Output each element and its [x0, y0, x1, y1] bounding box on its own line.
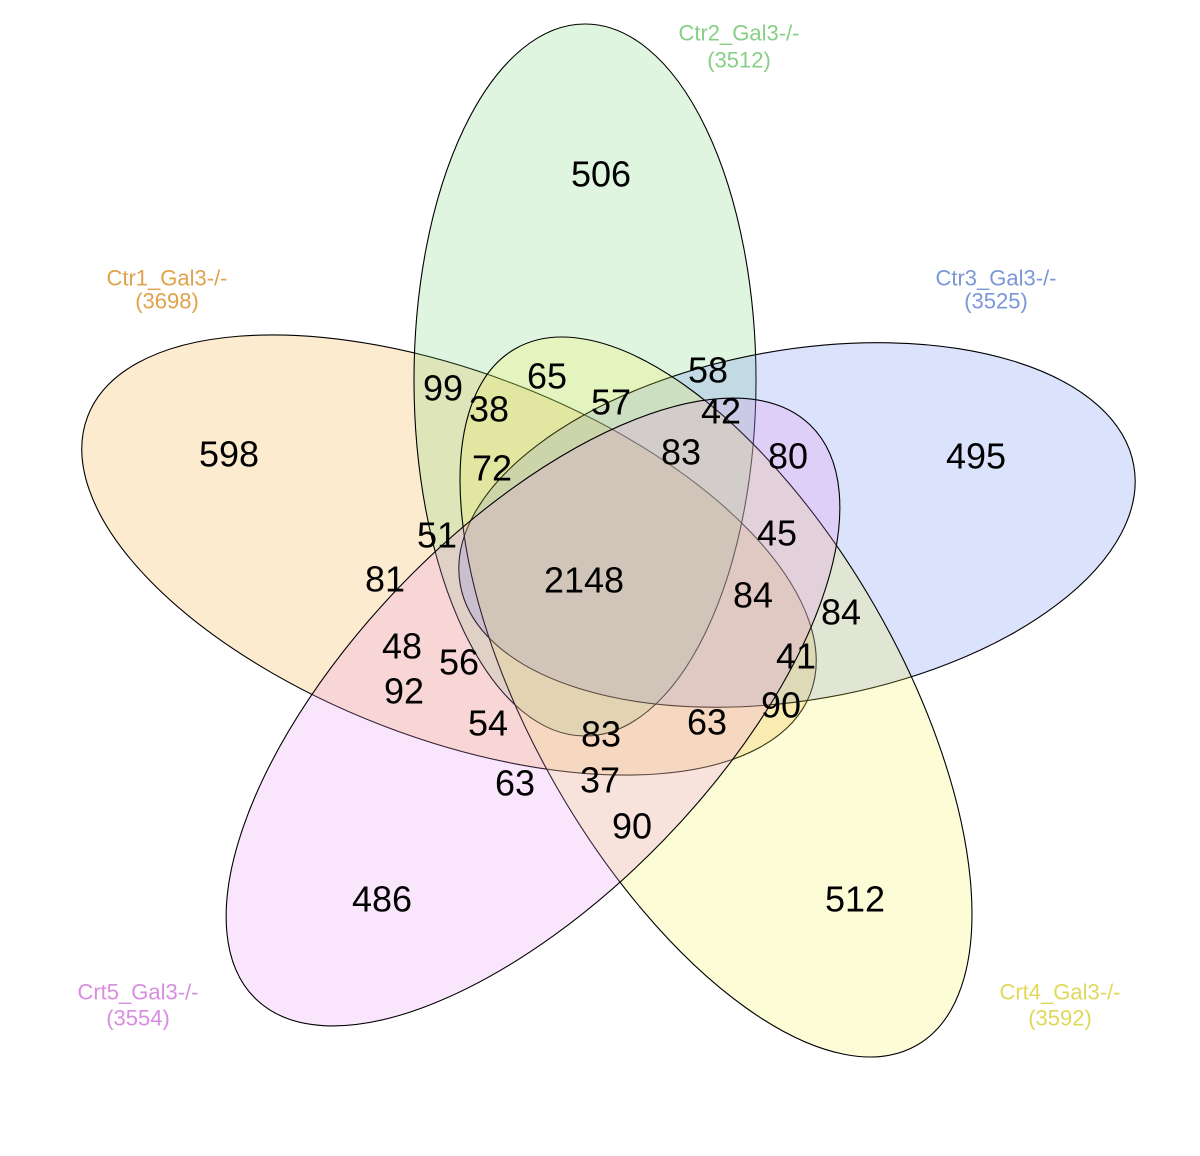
- region-count: 99: [423, 368, 463, 409]
- region-count: 65: [527, 356, 567, 397]
- region-count: 90: [761, 685, 801, 726]
- set-ellipse-ctr3: [458, 342, 1136, 708]
- region-count: 56: [439, 642, 479, 683]
- set-total-ctr1: (3698): [135, 289, 199, 314]
- region-count: 57: [591, 382, 631, 423]
- set-ellipses: [81, 23, 1136, 1058]
- region-count: 598: [199, 434, 259, 475]
- set-name-ctr1: Ctr1_Gal3-/-: [106, 266, 227, 291]
- region-count: 41: [776, 636, 816, 677]
- set-name-crt5: Crt5_Gal3-/-: [77, 980, 198, 1005]
- region-count: 506: [571, 154, 631, 195]
- set-labels: Ctr1_Gal3-/- (3698) Ctr2_Gal3-/- (3512) …: [77, 21, 1120, 1031]
- region-count: 80: [768, 436, 808, 477]
- region-count: 72: [472, 448, 512, 489]
- region-count: 84: [733, 575, 773, 616]
- set-name-ctr2: Ctr2_Gal3-/-: [678, 21, 799, 46]
- region-count: 486: [352, 879, 412, 920]
- set-total-ctr2: (3512): [707, 48, 771, 73]
- region-count: 54: [468, 703, 508, 744]
- region-count: 42: [701, 391, 741, 432]
- set-total-ctr3: (3525): [964, 289, 1028, 314]
- region-count: 63: [495, 763, 535, 804]
- region-count: 84: [821, 592, 861, 633]
- region-count: 495: [946, 436, 1006, 477]
- set-ellipse-ctr2: [413, 23, 757, 737]
- region-count: 512: [825, 879, 885, 920]
- region-count: 92: [384, 671, 424, 712]
- region-count: 38: [469, 389, 509, 430]
- region-counts: 506 598 495 486 512 2148 99 65 58 38 57 …: [199, 154, 1006, 920]
- region-count: 37: [580, 760, 620, 801]
- region-count: 83: [581, 714, 621, 755]
- region-count: 45: [757, 513, 797, 554]
- set-ellipse-crt5: [225, 397, 841, 1027]
- region-count: 48: [382, 626, 422, 667]
- set-total-crt4: (3592): [1028, 1006, 1092, 1031]
- set-name-ctr3: Ctr3_Gal3-/-: [935, 266, 1056, 291]
- region-count: 63: [687, 702, 727, 743]
- region-count: 2148: [544, 560, 624, 601]
- set-total-crt5: (3554): [106, 1006, 170, 1031]
- set-name-crt4: Crt4_Gal3-/-: [999, 980, 1120, 1005]
- region-count: 90: [612, 806, 652, 847]
- region-count: 83: [661, 432, 701, 473]
- region-count: 81: [365, 559, 405, 600]
- set-ellipse-ctr1: [81, 334, 817, 776]
- set-ellipse-crt4: [459, 336, 973, 1058]
- region-count: 51: [417, 515, 457, 556]
- region-count: 58: [688, 350, 728, 391]
